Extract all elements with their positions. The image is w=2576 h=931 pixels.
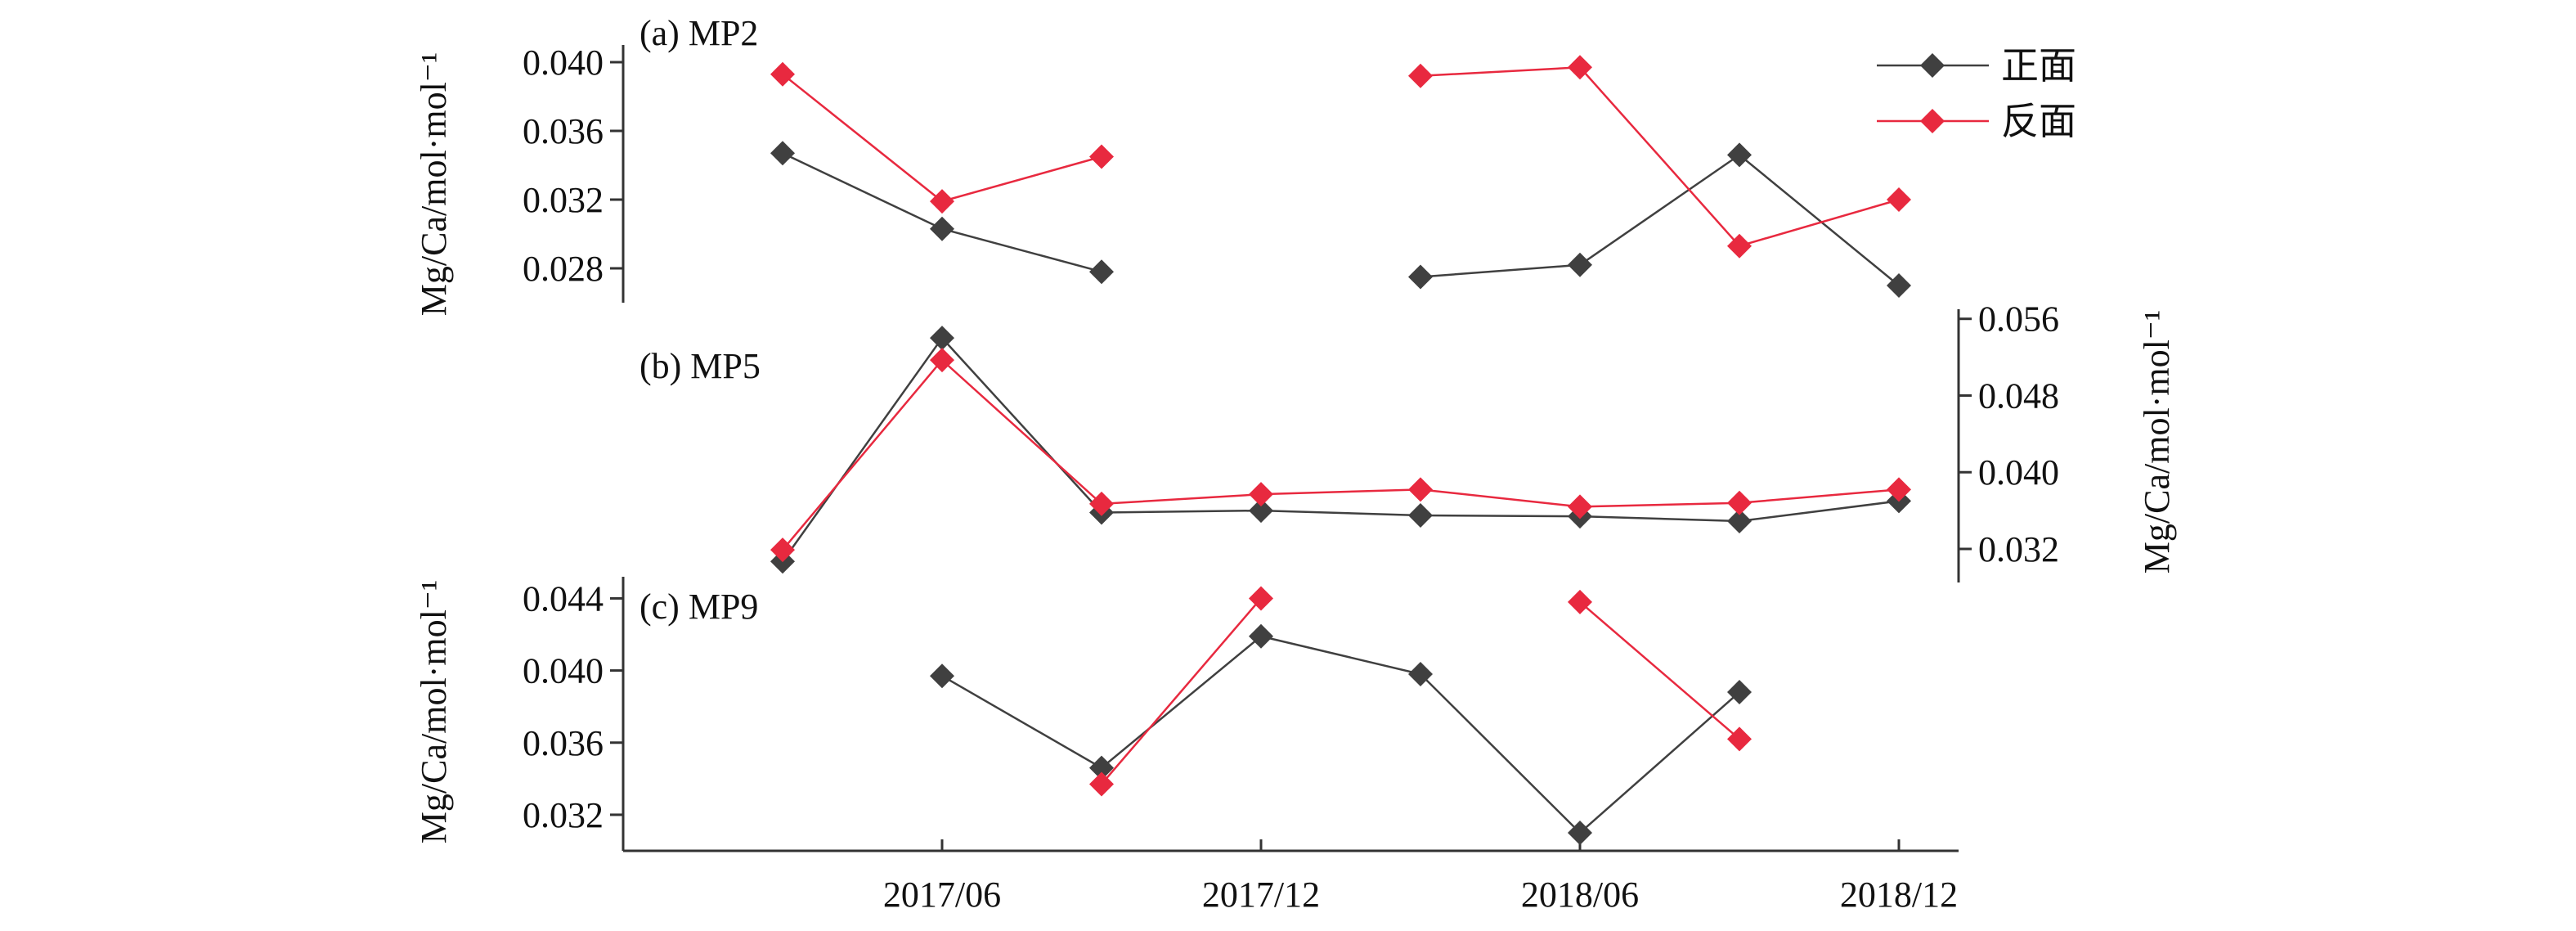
legend-swatch-front-marker	[1920, 53, 1945, 78]
x-tick-label: 2018/12	[1840, 875, 1958, 915]
panel-a-data-point-back	[1089, 144, 1114, 169]
panel-b-data-point-back	[1249, 482, 1273, 507]
panel-c-series-line-front	[941, 635, 1740, 834]
panel-c-y-axis-title: Mg/Ca/mol·mol⁻¹	[414, 580, 454, 843]
panel-b-y-ticks: 0.032 0.040 0.048 0.056	[1959, 299, 2059, 569]
panel-c-series-line-back	[1579, 600, 1740, 740]
panel-a-data-point-back	[1887, 187, 1911, 212]
panel-b-y-tick-label: 0.040	[1978, 452, 2059, 492]
panel-c-data-point-front	[1727, 680, 1752, 705]
panel-a-data-point-front	[1089, 259, 1114, 285]
panel-c-title: (c) MP9	[640, 587, 758, 627]
panel-a-title: (a) MP2	[640, 13, 758, 53]
panel-b-data-point-front	[1249, 498, 1273, 524]
legend-label-front: 正面	[2001, 45, 2076, 87]
panel-a-y-tick-label: 0.028	[523, 249, 604, 289]
panel-a-y-tick-label: 0.036	[523, 111, 604, 151]
panel-b-data-point-back	[1727, 490, 1752, 515]
panel-b-data-point-back	[1568, 494, 1592, 519]
panel-a-data-point-front	[1727, 142, 1752, 168]
x-tick-label: 2017/12	[1202, 875, 1320, 915]
panel-a-data-point-back	[1568, 55, 1592, 80]
panel-a-data-point-back	[930, 189, 954, 214]
x-tick-label: 2018/06	[1521, 875, 1639, 915]
panel-a-data-point-front	[1887, 273, 1911, 298]
panel-b-data-point-back	[1887, 477, 1911, 502]
panel-b-y-tick-label: 0.056	[1978, 299, 2059, 340]
panel-c-data-point-back	[1568, 589, 1592, 614]
panel-b-series-line-front	[781, 336, 1900, 562]
panel-a-data-point-back	[770, 61, 795, 87]
panel-c-x-ticks: 2017/06 2017/12 2018/06 2018/12	[883, 839, 1958, 915]
panel-b-data-point-front	[1408, 502, 1433, 528]
panel-c-data-point-front	[1568, 820, 1592, 845]
panel-c-data-point-back	[1089, 771, 1114, 797]
panel-a-data-point-front	[930, 216, 954, 241]
legend-label-back: 反面	[2001, 101, 2076, 142]
panel-c-series-line-back	[1101, 597, 1262, 785]
panel-c-data-point-front	[930, 663, 954, 689]
legend-swatch-back-marker	[1920, 109, 1945, 133]
x-tick-label: 2017/06	[883, 875, 1001, 915]
panel-a-y-ticks: 0.028 0.032 0.036 0.040	[523, 43, 623, 289]
panel-c-series	[930, 586, 1752, 845]
panel-b-y-axis-title: Mg/Ca/mol·mol⁻¹	[2137, 310, 2177, 573]
panel-c-data-point-front	[1249, 623, 1273, 649]
panel-c-y-ticks: 0.032 0.036 0.040 0.044	[523, 578, 623, 835]
panel-b-data-point-front	[930, 326, 954, 351]
panel-a-data-point-back	[1727, 233, 1752, 259]
panel-c-y-tick-label: 0.040	[523, 651, 604, 691]
panel-b-data-point-back	[1408, 477, 1433, 502]
panel-a-series-line-back	[1420, 66, 1900, 248]
panel-c-y-tick-label: 0.044	[523, 578, 604, 618]
panel-a-data-point-front	[1568, 252, 1592, 277]
panel-b-data-point-front	[1727, 508, 1752, 533]
panel-b-series	[770, 326, 1911, 574]
panel-b-y-tick-label: 0.048	[1978, 376, 2059, 416]
panel-c-data-point-back	[1249, 586, 1273, 611]
panel-b-data-point-back	[770, 537, 795, 563]
panel-a-y-tick-label: 0.040	[523, 43, 604, 83]
panel-a-data-point-front	[770, 141, 795, 166]
panel-b-data-point-back	[1089, 491, 1114, 516]
panel-c-data-point-front	[1089, 755, 1114, 780]
panel-a-series-line-front	[1420, 153, 1900, 286]
panel-b-title: (b) MP5	[640, 346, 761, 386]
panel-a-y-axis-title: Mg/Ca/mol·mol⁻¹	[414, 52, 454, 316]
panel-c-y-tick-label: 0.032	[523, 795, 604, 835]
panel-c-data-point-back	[1727, 726, 1752, 752]
panel-b-series-line-back	[782, 358, 1900, 551]
legend: 正面 反面	[1877, 45, 2076, 142]
panel-b-y-tick-label: 0.032	[1978, 529, 2059, 569]
panel-b-data-point-back	[930, 348, 954, 373]
panel-c-data-point-front	[1408, 662, 1433, 687]
panel-a-data-point-front	[1408, 264, 1433, 290]
panel-a-series	[770, 55, 1911, 298]
panel-b: (b) MP5 0.032 0.040 0.048 0.056 Mg/Ca/mol·m…	[640, 299, 2177, 582]
panel-a-y-tick-label: 0.032	[523, 180, 604, 220]
panel-a: (a) MP2 0.028 0.032 0.036 0.040 Mg/Ca/mol·m…	[414, 13, 1911, 316]
panel-a-series-line-back	[782, 73, 1102, 203]
panel-c-y-tick-label: 0.036	[523, 723, 604, 763]
panel-a-data-point-back	[1408, 63, 1433, 88]
